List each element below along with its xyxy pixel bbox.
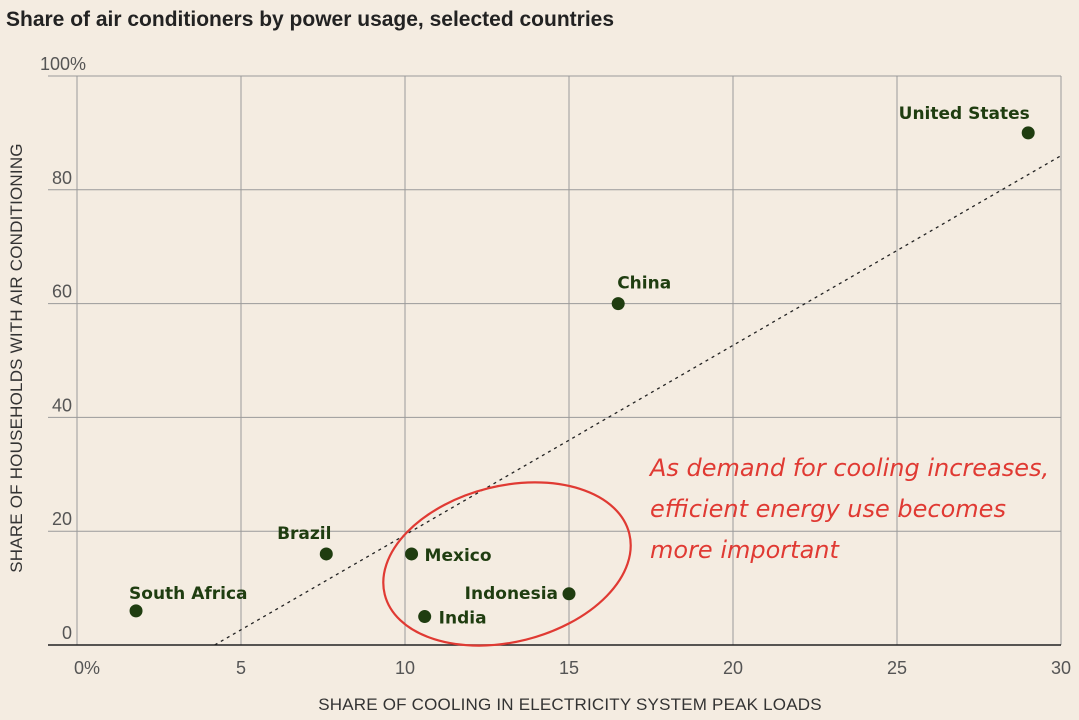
label-brazil: Brazil — [277, 524, 331, 544]
annotation-note: As demand for cooling increases, efficien… — [648, 454, 1049, 564]
x-tick-label: 15 — [559, 658, 579, 678]
y-tick-label: 40 — [52, 395, 72, 415]
point-china — [611, 297, 625, 311]
y-axis-label: SHARE OF HOUSEHOLDS WITH AIR CONDITIONIN… — [7, 143, 26, 572]
y-tick-labels: 0 20 40 60 80 100% — [40, 54, 86, 643]
x-tick-label: 5 — [236, 658, 246, 678]
label-united-states: United States — [899, 104, 1030, 124]
x-tick-label: 25 — [887, 658, 907, 678]
annotation-line: efficient energy use becomes — [650, 495, 1006, 523]
chart-title: Share of air conditioners by power usage… — [6, 8, 614, 31]
point-south-africa — [129, 604, 143, 618]
gridlines — [48, 75, 1062, 645]
label-south-africa: South Africa — [129, 584, 248, 604]
label-mexico: Mexico — [425, 546, 492, 566]
x-tick-label: 30 — [1051, 658, 1071, 678]
point-brazil — [319, 547, 333, 561]
annotation-line: more important — [650, 536, 840, 564]
label-indonesia: Indonesia — [465, 584, 558, 604]
point-mexico — [405, 547, 419, 561]
trend-line — [214, 155, 1062, 646]
point-india — [418, 610, 432, 624]
x-tick-label: 20 — [723, 658, 743, 678]
x-axis-label: SHARE OF COOLING IN ELECTRICITY SYSTEM P… — [318, 695, 822, 714]
y-tick-label: 20 — [52, 509, 72, 529]
y-tick-label: 0 — [62, 623, 72, 643]
x-tick-label: 10 — [395, 658, 415, 678]
y-tick-label: 80 — [52, 168, 72, 188]
x-tick-label: 0% — [74, 658, 100, 678]
point-indonesia — [562, 587, 576, 601]
x-tick-labels: 0% 5 10 15 20 25 30 — [74, 658, 1071, 678]
point-labels: United States China Brazil Mexico South Afri… — [129, 104, 1030, 629]
label-india: India — [439, 609, 487, 629]
y-tick-label: 100% — [40, 54, 86, 74]
annotation-circle — [382, 481, 632, 647]
point-united-states — [1021, 126, 1035, 140]
y-tick-label: 60 — [52, 282, 72, 302]
label-china: China — [617, 274, 671, 294]
data-points — [129, 126, 1035, 624]
annotation-line: As demand for cooling increases, — [648, 454, 1049, 482]
